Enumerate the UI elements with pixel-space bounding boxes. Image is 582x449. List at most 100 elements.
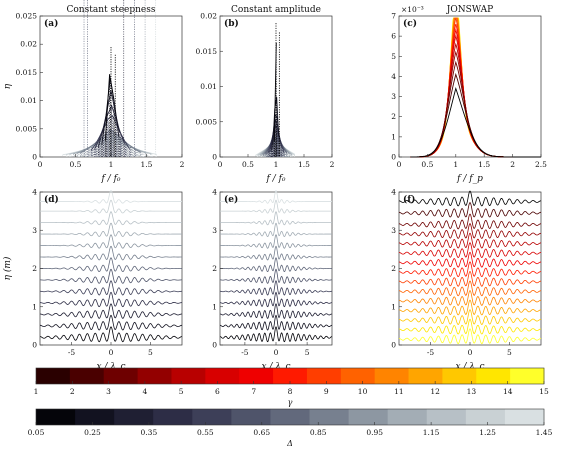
y-tick-label: 4 [32,188,37,197]
wave-profile [219,280,333,296]
wave-profile [39,303,183,319]
colorbar-cell [153,409,193,425]
x-axis-label: x / λ_c [455,362,484,372]
axes-frame-f [398,191,542,346]
y-tick-label: 1 [391,302,396,311]
x-tick-label: -5 [427,348,435,357]
colorbar-cell [465,409,506,425]
panel-letter-a: (a) [44,18,58,29]
colorbar-tick-label: 7 [251,387,256,396]
wave-profile [39,268,183,284]
colorbar-tick-label: 0.65 [253,428,270,437]
jonswap-curve [410,50,541,158]
x-axis-label: x / λ_c [261,362,290,372]
colorbar-tick-label: 14 [503,387,513,396]
colorbar-frame [35,408,545,426]
colorbar-tick-label: 4 [142,387,147,396]
x-tick-label: -5 [68,348,76,357]
y-tick-label: 4 [212,188,217,197]
panel-letter-c: (c) [403,18,417,29]
colorbar-cell [504,409,545,425]
colorbar-cell [239,368,274,384]
y-tick-label: 0.005 [16,124,38,133]
x-tick-label: 0 [218,160,223,169]
colorbar-tick-label: 0.85 [310,428,327,437]
colorbar-tick-label: 15 [539,387,549,396]
colorbar-cell [387,409,428,425]
wave-profile [40,190,182,204]
y-tick-label: 4 [391,72,396,81]
jonswap-curve [410,17,541,158]
y-tick-label: 0 [212,341,217,350]
x-tick-label: 5 [148,348,153,357]
panel-letter-d: (d) [44,194,59,205]
wave-profile [39,326,183,343]
wave-profile [398,213,542,230]
colorbar-cell [273,368,308,384]
y-tick-label: 3 [391,92,396,101]
colorbar-cell [340,368,376,384]
x-axis-label: f / f_p [456,174,483,184]
x-tick-label: 2 [330,160,335,169]
colorbar-tick-label: 12 [430,387,440,396]
y-tick-label: 2 [391,264,396,273]
y-tick-label: 3 [212,226,217,235]
x-tick-label: 0 [274,348,279,357]
jonswap-curve [410,23,541,158]
y-tick-label: 3 [391,226,396,235]
x-tick-label: 1.5 [298,160,310,169]
colorbar-cell [306,368,342,384]
colorbar-cell [171,368,206,384]
y-tick-label: 6 [391,32,396,41]
jonswap-curve [410,17,541,158]
wave-profile [398,232,542,249]
wave-profile [220,189,332,204]
wave-profile [219,257,333,273]
x-tick-label: 0 [397,160,402,169]
colorbar-cell [510,368,545,384]
colorbar-tick-label: 9 [324,387,329,396]
colorbar-cell [192,409,232,425]
x-tick-label: 0.5 [70,160,82,169]
y-tick-label: 1 [391,132,396,141]
colorbar-label: Δ [286,439,293,448]
colorbar-tick-label: 0.55 [197,428,214,437]
y-tick-label: 2 [32,264,37,273]
wave-profile [219,234,333,249]
wave-profile [398,289,542,306]
x-axis-label: x / λ_c [96,362,125,372]
y-tick-label: 1 [32,302,37,311]
colorbar-cell [426,409,467,425]
wave-profile [219,268,333,284]
x-tick-label: 5 [507,348,512,357]
panel-title-b: Constant amplitude [231,5,321,15]
jonswap-curve [410,42,541,158]
y-tick-label: 0 [391,153,396,162]
x-tick-label: 2 [180,160,185,169]
wave-profile [398,201,542,218]
y-tick-label: 0.015 [196,47,218,56]
wave-profile [39,222,183,237]
colorbar-tick-label: 0.35 [141,428,158,437]
x-axis-label: f / f₀ [265,174,285,184]
jonswap-curve [410,34,541,158]
colorbar-cell [231,409,271,425]
wave-profile [220,199,332,214]
wave-profile [398,223,542,239]
wave-profile [398,328,542,345]
y-tick-label: 2 [391,112,396,121]
x-tick-label: 1 [453,160,458,169]
jonswap-curve [410,17,541,158]
x-tick-label: 1 [109,160,114,169]
y-tick-label: 2 [212,264,217,273]
y-tick-label: 4 [391,188,396,197]
jonswap-curve [410,17,541,158]
colorbar-cell [442,368,477,384]
colorbar-tick-label: 13 [467,387,477,396]
wave-profile [219,245,333,261]
wave-profile [398,261,542,278]
colorbar-cell [476,368,511,384]
panel-letter-f: (f) [403,194,415,205]
wave-profile [398,309,542,325]
colorbar-tick-label: 10 [358,387,368,396]
